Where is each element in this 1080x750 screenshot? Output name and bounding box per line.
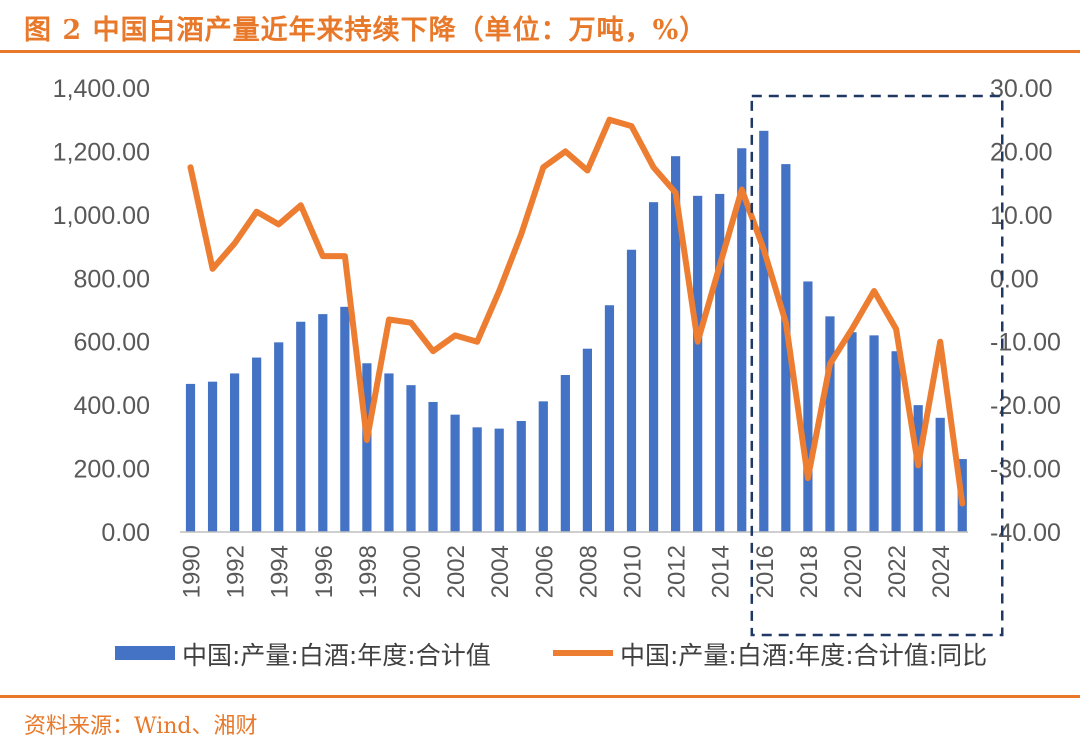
bar-1992 (230, 373, 240, 532)
bar-2008 (582, 348, 592, 532)
right-tick-label: -10.00 (990, 329, 1061, 357)
bar-2022 (891, 351, 901, 532)
title-rule (0, 50, 1080, 53)
left-tick-label: 600.00 (74, 329, 150, 357)
x-tick-label: 2020 (840, 545, 867, 598)
x-axis: 1990 1992 1994 1996 1998 2000 2002 2004 2006 2008… (179, 545, 956, 598)
right-tick-label: 10.00 (990, 202, 1053, 230)
bar-1990 (185, 383, 196, 532)
left-tick-label: 1,000.00 (53, 202, 150, 230)
right-tick-label: 20.00 (990, 138, 1053, 166)
bar-2015 (737, 148, 747, 532)
bar-2017 (781, 164, 791, 532)
x-tick-label: 1990 (179, 545, 206, 598)
yoy-line-series (187, 116, 966, 507)
right-tick-label: -30.00 (990, 456, 1061, 484)
bar-2020 (847, 332, 857, 532)
bottom-rule (0, 695, 1080, 698)
x-tick-label: 1994 (267, 545, 294, 598)
right-tick-label: -20.00 (990, 392, 1061, 420)
x-tick-label: 2000 (399, 545, 426, 598)
bar-2012 (671, 156, 681, 532)
right-tick-label: 0.00 (990, 265, 1039, 293)
right-tick-label: 30.00 (990, 75, 1053, 103)
bar-1999 (384, 373, 394, 532)
bar-series (185, 130, 967, 533)
bar-2021 (869, 335, 879, 532)
bar-1997 (340, 306, 350, 532)
left-tick-label: 1,400.00 (53, 75, 150, 103)
x-tick-label: 1998 (355, 545, 382, 598)
bar-2024 (935, 417, 945, 532)
x-tick-label: 2016 (752, 545, 779, 598)
bar-2001 (428, 401, 438, 532)
legend-bar-swatch (115, 646, 175, 660)
right-tick-label: -40.00 (990, 519, 1061, 547)
x-tick-label: 2002 (443, 545, 470, 598)
bar-2011 (648, 202, 659, 532)
x-tick-label: 2024 (928, 545, 955, 598)
bar-2016 (759, 130, 769, 533)
x-tick-label: 2018 (796, 545, 823, 598)
x-tick-label: 2010 (620, 545, 647, 598)
source-note: 资料来源：Wind、湘财 (24, 714, 258, 739)
x-tick-label: 2014 (708, 545, 735, 598)
bar-2005 (516, 421, 526, 532)
bar-2019 (825, 316, 835, 532)
left-axis: 0.00 200.00 400.00 600.00 800.00 1,000.00 1,20… (53, 75, 150, 547)
x-tick-label: 2008 (575, 545, 602, 598)
bar-2000 (406, 385, 416, 532)
bar-2010 (626, 249, 637, 532)
x-tick-label: 2006 (531, 545, 558, 598)
legend-line-label: 中国:产量:白酒:年度:合计值:同比 (620, 641, 987, 670)
left-tick-label: 0.00 (101, 519, 150, 547)
right-axis: 30.00 20.00 10.00 0.00 -10.00 -20.00 -30.00 -40… (990, 75, 1061, 547)
bar-2014 (715, 193, 725, 532)
combo-chart: 0.00 200.00 400.00 600.00 800.00 1,000.00 1,20… (53, 75, 1061, 670)
bar-2004 (494, 428, 504, 532)
bar-1994 (274, 342, 284, 532)
bar-2013 (693, 195, 703, 533)
figure-title: 图 2 中国白酒产量近年来持续下降（单位：万吨，%） (24, 15, 708, 46)
bar-2023 (913, 405, 923, 532)
bar-2006 (538, 401, 548, 532)
left-tick-label: 400.00 (74, 392, 150, 420)
bar-1998 (362, 363, 372, 532)
bar-2003 (472, 427, 482, 532)
x-tick-label: 1992 (223, 545, 250, 598)
highlight-box (750, 94, 1004, 637)
x-tick-label: 1996 (311, 545, 338, 598)
x-tick-label: 2004 (487, 545, 514, 598)
x-tick-label: 2022 (884, 545, 911, 598)
bar-2009 (604, 305, 615, 532)
left-tick-label: 200.00 (74, 456, 150, 484)
legend-bar-label: 中国:产量:白酒:年度:合计值 (182, 641, 491, 670)
bar-2007 (560, 375, 570, 532)
bar-2002 (450, 414, 460, 532)
x-tick-label: 2012 (664, 545, 691, 598)
left-tick-label: 1,200.00 (53, 138, 150, 166)
bar-1996 (318, 314, 328, 532)
left-tick-label: 800.00 (74, 265, 150, 293)
bar-1991 (207, 381, 218, 532)
bar-2018 (803, 281, 813, 532)
bar-1995 (296, 321, 306, 532)
legend: 中国:产量:白酒:年度:合计值 中国:产量:白酒:年度:合计值:同比 (115, 641, 987, 670)
bar-1993 (252, 357, 262, 532)
